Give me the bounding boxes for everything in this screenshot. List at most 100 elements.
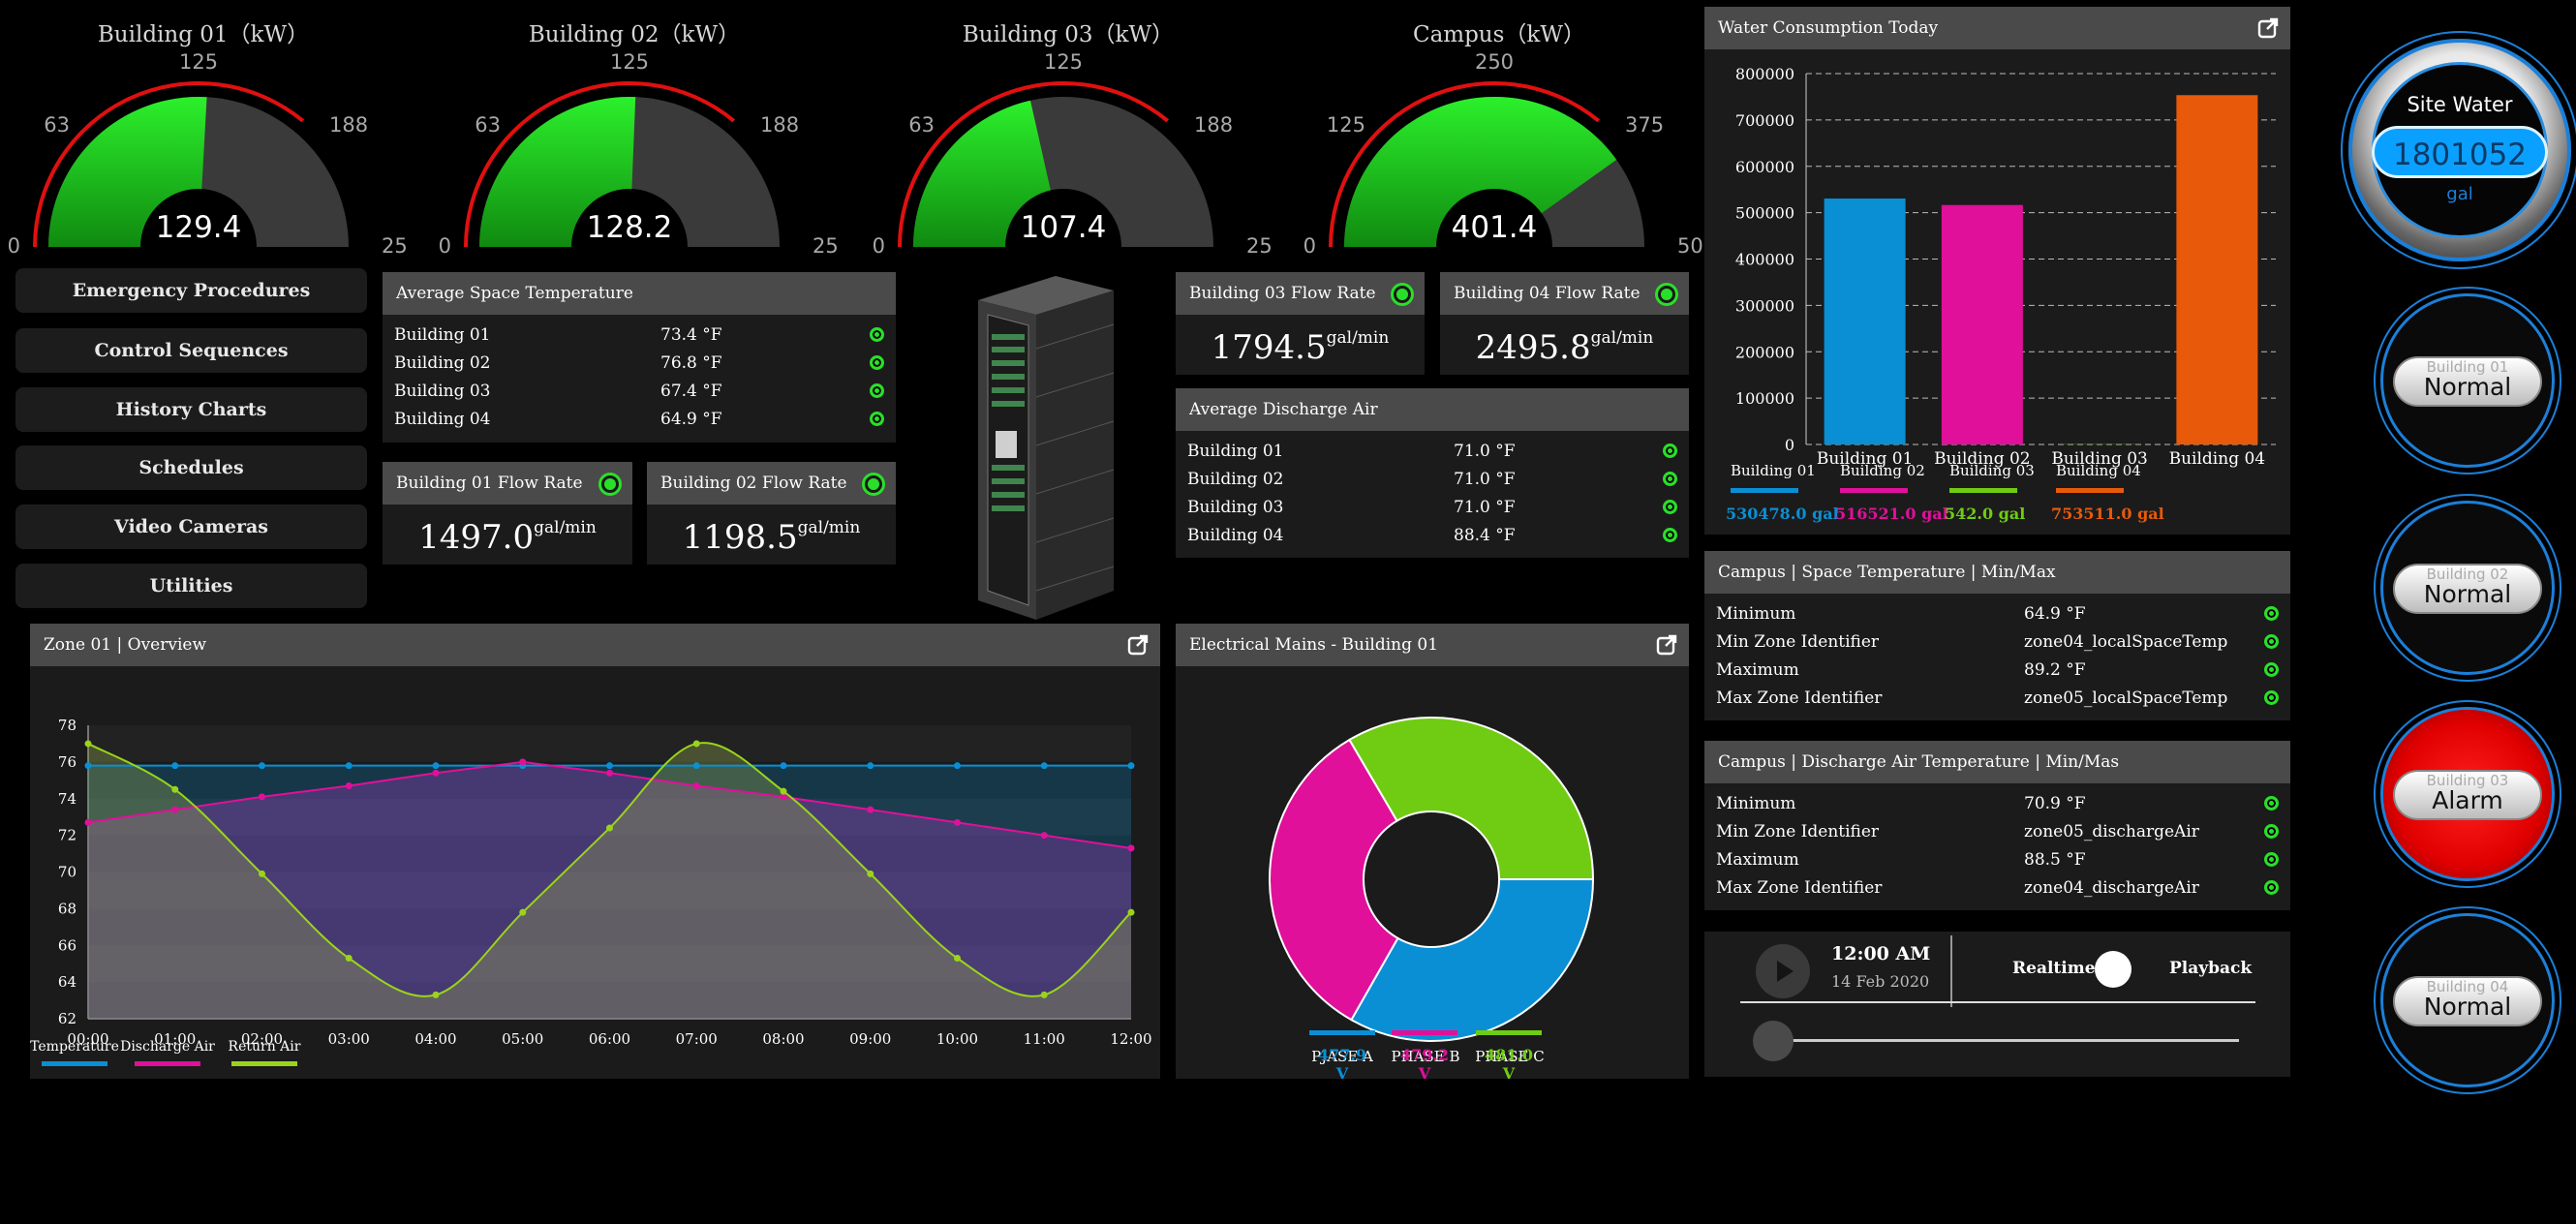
panel-title: Electrical Mains - Building 01	[1189, 635, 1439, 655]
data-point[interactable]	[345, 955, 353, 963]
data-point[interactable]	[84, 818, 92, 826]
gauge-tick-label: 125	[1327, 113, 1365, 137]
data-point[interactable]	[345, 781, 353, 789]
timeline-handle[interactable]	[1753, 1021, 1794, 1061]
data-point[interactable]	[345, 762, 353, 770]
legend-swatch	[1309, 1030, 1375, 1035]
data-point[interactable]	[780, 787, 787, 795]
y-tick-label: 62	[58, 1010, 77, 1027]
data-point[interactable]	[780, 793, 787, 801]
x-tick-label: 11:00	[1024, 1030, 1065, 1048]
x-tick-label: 05:00	[502, 1030, 543, 1048]
data-point[interactable]	[1127, 844, 1135, 852]
bar[interactable]	[1941, 204, 2023, 444]
data-point[interactable]	[171, 762, 179, 770]
legend-value: 542.0 gal	[1945, 505, 2026, 523]
playback-panel: 12:00 AM 14 Feb 2020 Realtime Playback	[1704, 932, 2290, 1077]
data-point[interactable]	[606, 762, 613, 770]
data-point[interactable]	[954, 818, 961, 826]
emergency-procedures-button[interactable]: Emergency Procedures	[15, 268, 367, 313]
y-tick-label: 72	[58, 827, 77, 844]
external-link-icon[interactable]	[1656, 634, 1677, 656]
data-point[interactable]	[606, 824, 613, 832]
legend-swatch	[2056, 488, 2124, 493]
row-label: Building 01	[394, 324, 491, 345]
table-row: Maximum 88.5 °F	[1716, 845, 2279, 873]
gauge-title: Campus（kW）	[1412, 22, 1586, 47]
data-point[interactable]	[432, 991, 440, 998]
legend-swatch	[1731, 488, 1798, 493]
building-status-indicator[interactable]: Building 03 Alarm	[2380, 707, 2555, 881]
water-consumption-chart: 0 100000 200000 300000 400000 500000 600000 700…	[1735, 65, 2276, 469]
bar[interactable]	[1824, 199, 1906, 444]
utilities-button[interactable]: Utilities	[15, 564, 367, 608]
data-point[interactable]	[84, 762, 92, 770]
control-sequences-button[interactable]: Control Sequences	[15, 328, 367, 373]
bar[interactable]	[2176, 95, 2258, 445]
building-status-indicator[interactable]: Building 02 Normal	[2380, 501, 2555, 675]
pie-slice[interactable]	[1348, 717, 1595, 880]
data-point[interactable]	[692, 740, 700, 748]
history-charts-button[interactable]: History Charts	[15, 387, 367, 432]
status-state: Alarm	[2432, 786, 2503, 814]
status-dot	[1658, 286, 1675, 303]
row-value: 88.4 °F	[1454, 525, 1516, 545]
data-point[interactable]	[867, 762, 874, 770]
data-point[interactable]	[1040, 832, 1048, 840]
legend-swatch	[1476, 1030, 1542, 1035]
building-status-indicator[interactable]: Building 01 Normal	[2380, 293, 2555, 468]
data-point[interactable]	[954, 955, 961, 963]
data-point[interactable]	[780, 762, 787, 770]
table-row: Max Zone Identifier zone04_dischargeAir	[1716, 873, 2279, 902]
grid-band	[88, 872, 1131, 909]
grid-band	[88, 982, 1131, 1019]
play-button[interactable]	[1756, 944, 1810, 998]
data-point[interactable]	[432, 769, 440, 777]
pie-slice[interactable]	[1350, 878, 1595, 1042]
data-point[interactable]	[171, 785, 179, 793]
pie-slice[interactable]	[1269, 738, 1399, 1022]
gauge-tick-label: 0	[873, 234, 885, 257]
building-status-indicator[interactable]: Building 04 Normal	[2380, 913, 2555, 1087]
data-point[interactable]	[867, 806, 874, 813]
status-dot	[1663, 472, 1677, 486]
data-point[interactable]	[519, 758, 527, 766]
row-value: 76.8 °F	[660, 352, 722, 373]
legend-value: 530478.0 gal	[1726, 505, 1839, 523]
x-tick-label: 08:00	[762, 1030, 804, 1048]
data-point[interactable]	[259, 762, 265, 770]
data-point[interactable]	[1040, 762, 1048, 770]
data-point[interactable]	[84, 740, 92, 748]
data-point[interactable]	[1127, 762, 1135, 770]
data-point[interactable]	[519, 908, 527, 916]
panel-title: Average Discharge Air	[1176, 388, 1689, 431]
data-point[interactable]	[1040, 991, 1048, 998]
data-point[interactable]	[259, 793, 265, 801]
data-point[interactable]	[606, 769, 613, 777]
gauge-value: 107.4	[1021, 210, 1107, 245]
data-point[interactable]	[954, 762, 961, 770]
external-link-icon[interactable]	[1127, 634, 1149, 656]
external-link-icon[interactable]	[2257, 17, 2279, 39]
data-point[interactable]	[692, 781, 700, 789]
flow-unit: gal/min	[797, 517, 861, 537]
gauge-limit-arc	[898, 81, 1169, 248]
legend-label: PHASE C	[1475, 1048, 1544, 1065]
gauge-limit-arc	[464, 81, 735, 248]
data-point[interactable]	[432, 762, 440, 770]
gauge-tick-label: 188	[329, 113, 368, 137]
row-label: Minimum	[1716, 603, 1796, 624]
data-point[interactable]	[171, 806, 179, 813]
schedules-button[interactable]: Schedules	[15, 445, 367, 490]
data-point[interactable]	[692, 762, 700, 770]
data-point[interactable]	[1127, 908, 1135, 916]
timeline-track[interactable]	[1768, 1039, 2239, 1042]
data-point[interactable]	[867, 870, 874, 877]
series-area	[88, 743, 1131, 1019]
data-point[interactable]	[259, 870, 265, 877]
row-label: Minimum	[1716, 793, 1796, 813]
site-water-indicator[interactable]: Site Water 1801052 gal	[2348, 39, 2571, 261]
row-value: zone04_dischargeAir	[2024, 877, 2199, 898]
video-cameras-button[interactable]: Video Cameras	[15, 505, 367, 549]
mode-toggle[interactable]	[2095, 951, 2131, 988]
